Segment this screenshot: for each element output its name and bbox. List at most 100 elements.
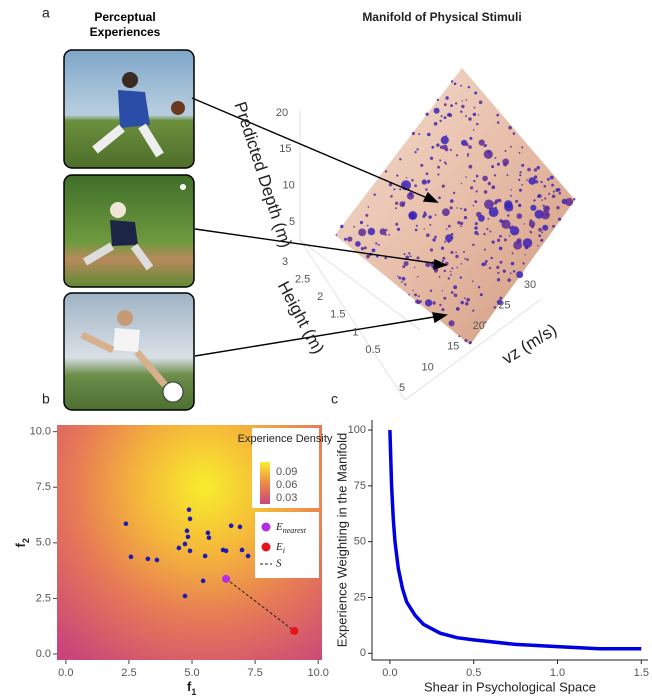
stimulus-dot — [524, 223, 525, 224]
stimulus-dot — [461, 105, 464, 108]
photo — [64, 175, 194, 287]
stimulus-dot — [456, 154, 458, 156]
stimulus-dot — [455, 102, 457, 104]
stimulus-dot — [464, 297, 466, 299]
stimulus-dot — [378, 244, 380, 246]
stimulus-dot — [496, 114, 499, 117]
stimulus-dot — [530, 231, 532, 233]
stimulus-dot — [404, 184, 406, 186]
stimulus-dot — [366, 255, 370, 259]
stimulus-dot — [347, 237, 352, 242]
stimulus-dot — [472, 280, 474, 282]
point — [177, 546, 182, 551]
stimulus-dot — [336, 234, 338, 236]
stimulus-dot — [472, 244, 474, 246]
subscript: 2 — [21, 538, 31, 543]
stimulus-dot — [437, 99, 439, 101]
stimulus-dot — [465, 115, 467, 117]
stimulus-dot — [415, 229, 418, 232]
stimulus-dot — [396, 175, 398, 177]
stimulus-dot — [441, 308, 444, 311]
stimulus-dot — [465, 176, 467, 178]
stimulus-dot — [499, 235, 502, 238]
stimulus-dot — [461, 301, 464, 304]
point — [186, 535, 191, 540]
axis3d-tick-label: 30 — [524, 279, 536, 291]
stimulus-dot — [361, 247, 364, 250]
stimulus-dot — [497, 239, 500, 242]
stimulus-dot — [434, 236, 437, 239]
stimulus-dot — [519, 189, 522, 192]
math-label: f1 — [187, 679, 196, 697]
stimulus-dot — [524, 254, 525, 255]
axis-title: Height (m) — [274, 278, 328, 357]
stimulus-dot — [450, 206, 453, 209]
stimulus-dot — [535, 180, 539, 184]
stimulus-dot — [416, 225, 418, 227]
stimulus-dot — [401, 203, 404, 206]
stimulus-dot — [455, 255, 458, 258]
stimulus-dot — [425, 188, 428, 191]
stimulus-dot — [426, 113, 429, 116]
stimulus-dot — [534, 168, 537, 171]
stimulus-dot — [448, 277, 450, 279]
y-tick-label: 50 — [354, 536, 366, 548]
axis3d-tick-label: 2.5 — [295, 274, 310, 286]
stimulus-dot — [533, 199, 535, 201]
y-tick-label: 7.5 — [36, 481, 51, 493]
stimulus-dot — [450, 149, 452, 151]
stimulus-dot — [344, 238, 347, 241]
x-tick-label: 1.5 — [634, 667, 649, 679]
stimulus-dot — [494, 174, 496, 176]
stimulus-dot — [565, 198, 573, 206]
y-tick-label: 10.0 — [30, 426, 51, 438]
stimulus-dot — [527, 168, 531, 172]
stimulus-dot — [521, 164, 524, 167]
stimulus-dot — [538, 194, 541, 197]
arrow — [192, 98, 432, 200]
stimulus-dot — [360, 221, 363, 224]
stimulus-dot — [474, 226, 478, 230]
stimulus-dot — [404, 283, 406, 285]
stimulus-dot — [540, 240, 542, 242]
stimulus-dot — [460, 85, 462, 87]
stimulus-dot — [474, 92, 477, 95]
stimulus-dot — [548, 193, 550, 195]
stimulus-dot — [451, 80, 453, 82]
point — [185, 529, 190, 534]
stimulus-dot — [465, 210, 466, 211]
stimulus-dot — [488, 182, 491, 185]
math-label: f2 — [13, 538, 31, 547]
stimulus-dot — [516, 238, 521, 243]
stimulus-dot — [401, 281, 403, 283]
stimulus-dot — [485, 260, 488, 263]
axis3d-tick-label: 3 — [282, 256, 288, 268]
stimulus-dot — [444, 241, 446, 243]
stimulus-dot — [519, 152, 521, 154]
stimulus-dot — [384, 233, 386, 235]
stimulus-dot — [538, 234, 541, 237]
stimulus-dot — [460, 226, 462, 228]
point — [146, 557, 151, 562]
stimulus-dot — [434, 108, 440, 114]
stimulus-dot — [408, 252, 410, 254]
stimulus-dot — [358, 229, 366, 237]
stimulus-dot — [404, 202, 406, 204]
stimulus-dot — [432, 301, 435, 304]
subscript: nearest — [283, 526, 307, 535]
stimulus-dot — [456, 267, 457, 268]
stimulus-dot — [444, 270, 446, 272]
point — [224, 549, 229, 554]
point — [183, 594, 188, 599]
stimulus-dot — [399, 158, 401, 160]
stimulus-dot — [435, 214, 437, 216]
point — [183, 542, 188, 547]
stimulus-dot — [460, 208, 462, 210]
stimulus-dot — [417, 257, 420, 260]
stimulus-dot — [526, 179, 528, 181]
stimulus-dot — [442, 208, 450, 216]
stimulus-dot — [460, 263, 462, 265]
stimulus-dot — [544, 185, 547, 188]
stimulus-dot — [559, 192, 562, 195]
stimulus-dot — [504, 203, 513, 212]
